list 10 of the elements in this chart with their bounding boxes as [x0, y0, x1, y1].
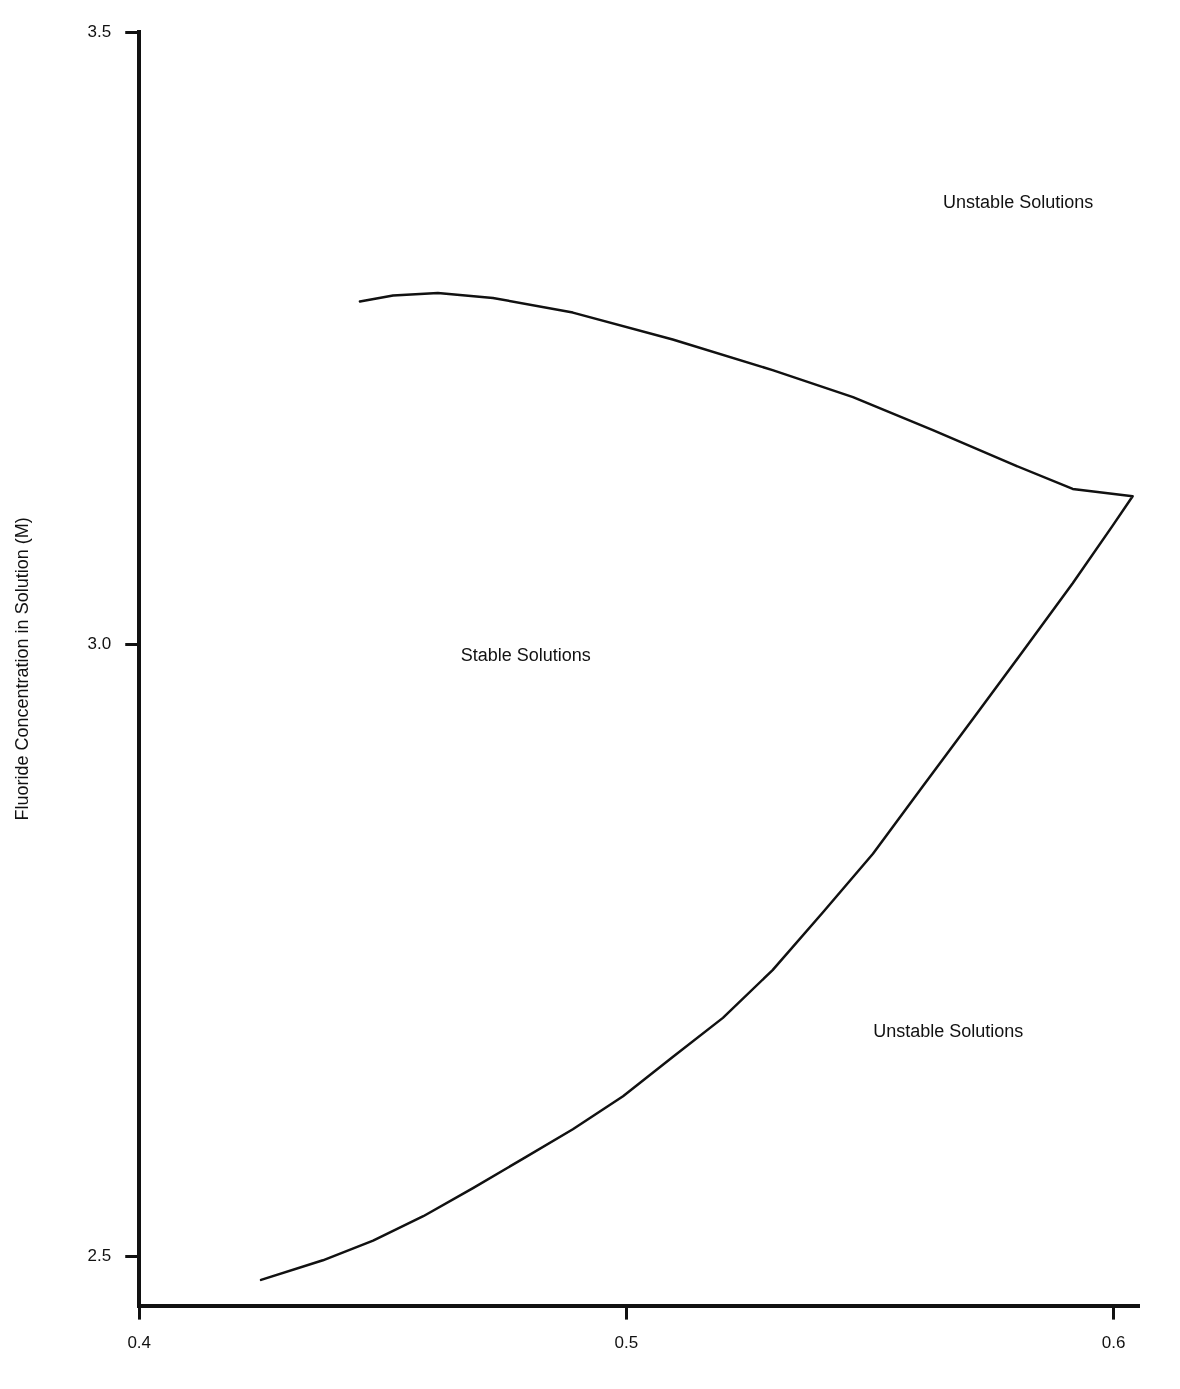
- annotation: Stable Solutions: [460, 645, 591, 666]
- y-tick-label: 3.0: [87, 634, 112, 654]
- y-tick-label: 2.5: [87, 1246, 112, 1266]
- annotation: Unstable Solutions: [943, 191, 1094, 212]
- x-tick-label: 0.5: [614, 1333, 639, 1353]
- y-axis-title: Fluoride Concentration in Solution (M): [11, 517, 32, 821]
- x-tick-label: 0.4: [127, 1333, 152, 1353]
- annotation: Unstable Solutions: [873, 1020, 1024, 1041]
- y-tick-label: 3.5: [87, 21, 112, 41]
- x-tick-label: 0.6: [1101, 1333, 1126, 1353]
